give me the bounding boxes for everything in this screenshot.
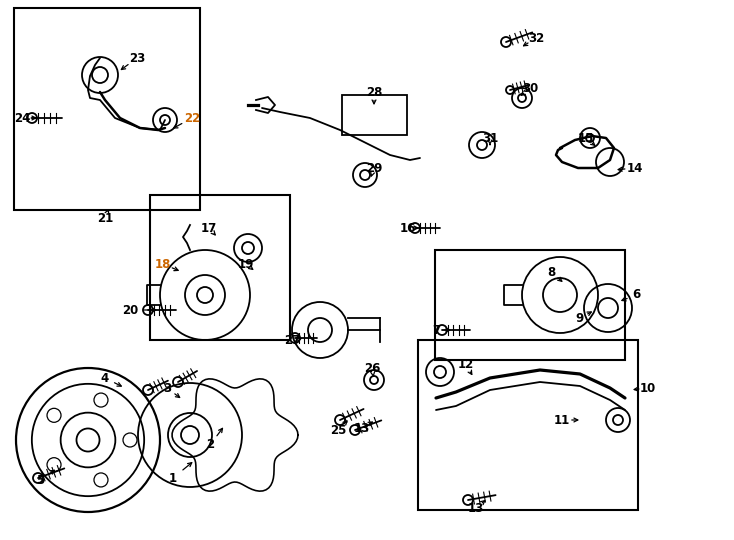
Text: 12: 12 xyxy=(458,359,474,372)
Text: 6: 6 xyxy=(632,288,640,301)
Text: 3: 3 xyxy=(163,381,171,395)
Text: 30: 30 xyxy=(522,82,538,94)
Text: 10: 10 xyxy=(640,381,656,395)
Text: 9: 9 xyxy=(576,312,584,325)
Text: 28: 28 xyxy=(366,85,382,98)
Text: 20: 20 xyxy=(122,303,138,316)
Text: 23: 23 xyxy=(129,51,145,64)
Text: 2: 2 xyxy=(206,438,214,451)
Bar xyxy=(418,340,638,510)
Text: 19: 19 xyxy=(238,258,254,271)
Text: 15: 15 xyxy=(578,132,595,145)
Text: 16: 16 xyxy=(400,221,416,234)
Text: 22: 22 xyxy=(184,111,200,125)
Text: 26: 26 xyxy=(364,361,380,375)
Bar xyxy=(342,95,407,135)
Bar xyxy=(150,195,290,340)
Text: 24: 24 xyxy=(14,111,30,125)
Text: 1: 1 xyxy=(169,471,177,484)
Text: 31: 31 xyxy=(482,132,498,145)
Text: 4: 4 xyxy=(101,372,109,384)
Text: 11: 11 xyxy=(554,414,570,427)
Text: 18: 18 xyxy=(155,258,171,271)
Text: 17: 17 xyxy=(201,221,217,234)
Text: 8: 8 xyxy=(547,266,555,279)
Bar xyxy=(14,8,200,210)
Text: 25: 25 xyxy=(330,423,346,436)
Text: 32: 32 xyxy=(528,31,544,44)
Text: 5: 5 xyxy=(36,474,44,487)
Text: 21: 21 xyxy=(97,212,113,225)
Bar xyxy=(435,250,625,360)
Text: 13: 13 xyxy=(468,502,484,515)
Text: 27: 27 xyxy=(284,334,300,347)
Text: 13: 13 xyxy=(354,422,370,435)
Text: 14: 14 xyxy=(627,161,643,174)
Text: 7: 7 xyxy=(432,323,440,336)
Text: 29: 29 xyxy=(366,161,382,174)
